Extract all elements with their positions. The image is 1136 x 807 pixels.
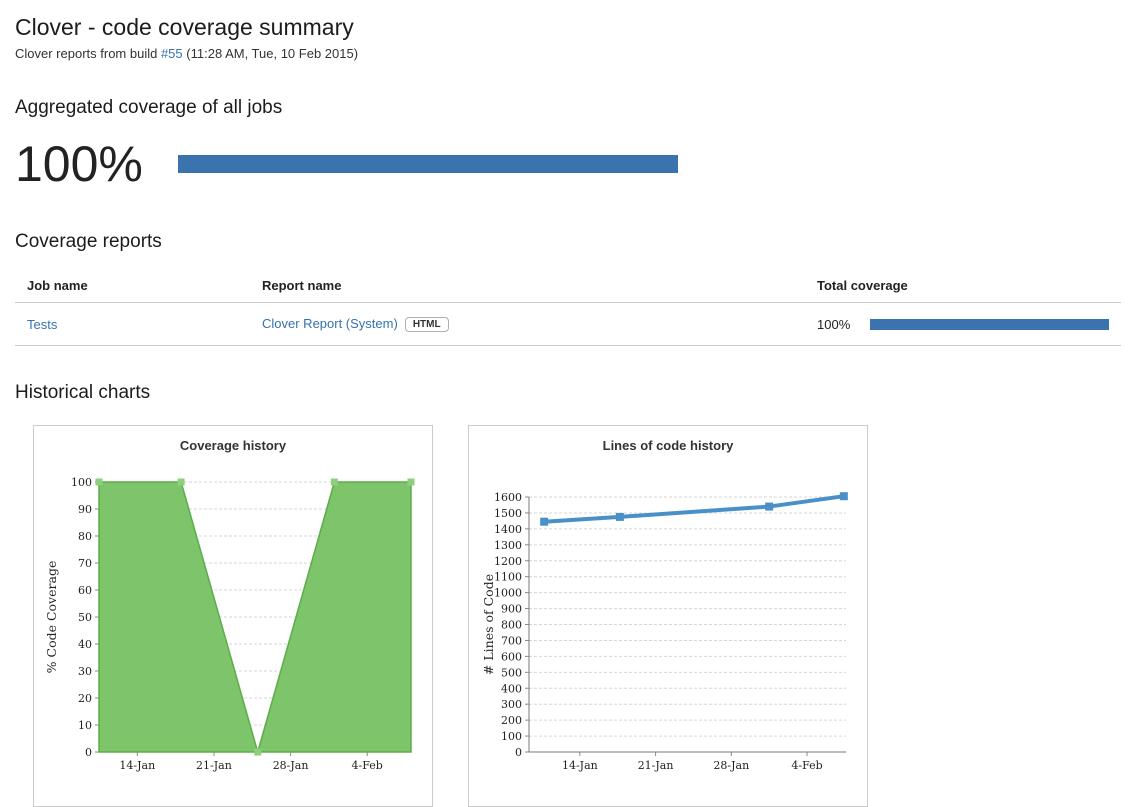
subtitle-prefix: Clover reports from build xyxy=(15,46,161,61)
table-row: Tests Clover Report (System) HTML 100% xyxy=(15,302,1121,346)
svg-text:10: 10 xyxy=(78,719,92,732)
svg-text:0: 0 xyxy=(515,746,522,759)
svg-text:1200: 1200 xyxy=(494,555,522,568)
subtitle-suffix: (11:28 AM, Tue, 10 Feb 2015) xyxy=(186,46,359,61)
report-name-link[interactable]: Clover Report (System) xyxy=(262,316,398,331)
svg-text:28-Jan: 28-Jan xyxy=(273,759,309,772)
svg-text:900: 900 xyxy=(501,603,522,616)
aggregated-coverage-row: 100% xyxy=(15,139,1121,189)
page-title: Clover - code coverage summary xyxy=(15,14,354,40)
aggregated-coverage-section: Aggregated coverage of all jobs 100% xyxy=(15,97,1121,189)
column-header-job-name: Job name xyxy=(15,269,250,303)
svg-text:4-Feb: 4-Feb xyxy=(352,759,383,772)
build-subtitle: Clover reports from build #55 (11:28 AM,… xyxy=(15,46,1121,61)
svg-text:0: 0 xyxy=(85,746,92,759)
column-header-report-name: Report name xyxy=(250,269,805,303)
lines-of-code-chart-title: Lines of code history xyxy=(602,438,734,453)
svg-text:60: 60 xyxy=(78,584,92,597)
table-header-row: Job name Report name Total coverage xyxy=(15,269,1121,303)
svg-text:1100: 1100 xyxy=(494,571,522,584)
svg-text:21-Jan: 21-Jan xyxy=(638,759,674,772)
svg-text:200: 200 xyxy=(501,714,522,727)
svg-text:1300: 1300 xyxy=(494,539,522,552)
lines-of-code-chart-box: Lines of code history 0 100 200 300 400 500 60… xyxy=(468,425,868,807)
html-report-badge[interactable]: HTML xyxy=(404,317,449,332)
svg-text:40: 40 xyxy=(78,638,92,651)
svg-text:14-Jan: 14-Jan xyxy=(119,759,155,772)
svg-text:300: 300 xyxy=(501,698,522,711)
svg-text:1500: 1500 xyxy=(494,507,522,520)
lines-of-code-chart: 0 100 200 300 400 500 600 700 800 900 1000 1100 1200… xyxy=(481,491,848,772)
svg-text:21-Jan: 21-Jan xyxy=(196,759,232,772)
row-coverage-value: 100% xyxy=(817,316,851,332)
build-number-link[interactable]: #55 xyxy=(160,46,183,61)
coverage-history-chart-box: Coverage history 0 10 20 30 40 50 60 70 80 90 100 1… xyxy=(33,425,433,807)
svg-text:700: 700 xyxy=(501,634,522,647)
svg-text:80: 80 xyxy=(78,530,92,543)
job-name-link[interactable]: Tests xyxy=(27,316,58,332)
svg-text:# Lines of Code: # Lines of Code xyxy=(481,574,496,675)
charts-row: Coverage history 0 10 20 30 40 50 60 70 80 90 100 1… xyxy=(33,425,1121,807)
svg-text:% Code Coverage: % Code Coverage xyxy=(44,561,59,674)
svg-text:50: 50 xyxy=(78,611,92,624)
historical-charts-section: Historical charts Coverage history 0 10 20… xyxy=(15,382,1121,807)
coverage-history-chart-title: Coverage history xyxy=(179,438,287,453)
aggregated-coverage-bar xyxy=(178,155,678,173)
coverage-reports-section: Coverage reports Job name Report name To… xyxy=(15,231,1121,346)
svg-text:1000: 1000 xyxy=(494,587,522,600)
coverage-history-chart: 0 10 20 30 40 50 60 70 80 90 100 14-Jan 21-Jan 28-Jan… xyxy=(44,476,415,772)
svg-text:100: 100 xyxy=(501,730,522,743)
svg-text:70: 70 xyxy=(78,557,92,570)
aggregated-coverage-value: 100% xyxy=(15,136,143,192)
svg-text:1400: 1400 xyxy=(494,523,522,536)
svg-text:4-Feb: 4-Feb xyxy=(791,759,822,772)
svg-text:500: 500 xyxy=(501,666,522,679)
svg-text:800: 800 xyxy=(501,619,522,632)
page-content: Clover - code coverage summary Clover re… xyxy=(0,14,1136,807)
coverage-reports-heading: Coverage reports xyxy=(15,231,162,252)
total-coverage-cell: 100% xyxy=(817,317,1109,332)
historical-charts-heading: Historical charts xyxy=(15,382,151,403)
aggregated-coverage-heading: Aggregated coverage of all jobs xyxy=(15,97,283,118)
svg-text:14-Jan: 14-Jan xyxy=(562,759,598,772)
row-coverage-bar xyxy=(870,318,1109,330)
svg-text:20: 20 xyxy=(78,692,92,705)
svg-text:1600: 1600 xyxy=(494,491,522,504)
svg-text:30: 30 xyxy=(78,665,92,678)
svg-text:100: 100 xyxy=(71,476,92,489)
coverage-reports-table: Job name Report name Total coverage Test… xyxy=(15,269,1121,346)
svg-text:90: 90 xyxy=(78,503,92,516)
svg-text:600: 600 xyxy=(501,650,522,663)
column-header-total-coverage: Total coverage xyxy=(805,269,1121,303)
svg-text:400: 400 xyxy=(501,682,522,695)
svg-text:28-Jan: 28-Jan xyxy=(713,759,749,772)
